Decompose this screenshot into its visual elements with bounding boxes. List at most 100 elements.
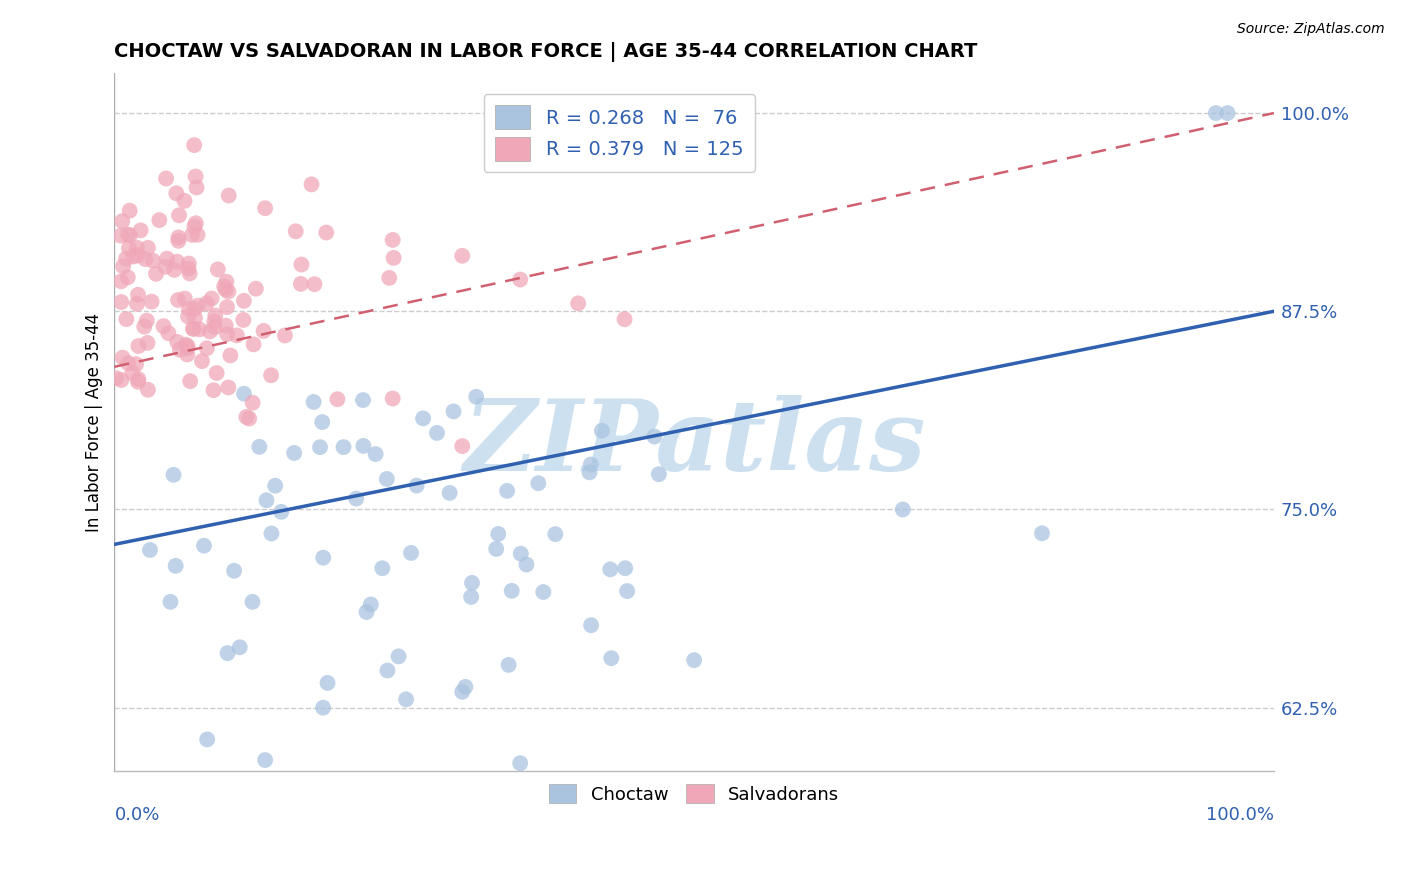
Point <box>290 258 312 272</box>
Point <box>274 328 297 343</box>
Point <box>222 564 245 578</box>
Point <box>613 312 636 326</box>
Point <box>332 440 354 454</box>
Point <box>183 219 205 234</box>
Point <box>352 393 374 408</box>
Point <box>125 241 148 255</box>
Point <box>252 324 274 338</box>
Point <box>176 347 198 361</box>
Point <box>188 322 211 336</box>
Point <box>527 476 550 491</box>
Point <box>125 357 148 371</box>
Point <box>242 396 264 410</box>
Point <box>155 171 177 186</box>
Point <box>301 178 323 192</box>
Point <box>184 310 207 325</box>
Point <box>166 334 188 349</box>
Point <box>382 251 405 265</box>
Point <box>215 300 238 314</box>
Point <box>356 605 378 619</box>
Point <box>183 322 205 336</box>
Point <box>118 228 141 243</box>
Point <box>112 260 135 274</box>
Point <box>186 180 208 194</box>
Point <box>891 502 914 516</box>
Legend: Choctaw, Salvadorans: Choctaw, Salvadorans <box>541 777 846 811</box>
Point <box>578 465 600 479</box>
Point <box>152 319 174 334</box>
Point <box>381 392 404 406</box>
Point <box>284 224 307 238</box>
Point <box>465 390 488 404</box>
Point <box>352 439 374 453</box>
Point <box>599 562 621 576</box>
Point <box>232 293 254 308</box>
Point <box>195 341 218 355</box>
Point <box>187 299 209 313</box>
Point <box>509 756 531 771</box>
Point <box>371 561 394 575</box>
Y-axis label: In Labor Force | Age 35-44: In Labor Force | Age 35-44 <box>86 313 103 532</box>
Point <box>215 318 238 333</box>
Point <box>110 373 132 387</box>
Point <box>183 301 205 316</box>
Point <box>167 230 190 244</box>
Point <box>166 254 188 268</box>
Point <box>309 440 332 454</box>
Point <box>115 252 138 266</box>
Point <box>304 277 326 292</box>
Point <box>302 395 325 409</box>
Point <box>600 651 623 665</box>
Point <box>198 325 221 339</box>
Point <box>127 248 149 262</box>
Point <box>579 458 602 472</box>
Point <box>344 491 367 506</box>
Point <box>129 223 152 237</box>
Point <box>496 483 519 498</box>
Point <box>614 561 637 575</box>
Point <box>316 676 339 690</box>
Point <box>311 415 333 429</box>
Point <box>136 241 159 255</box>
Point <box>260 526 283 541</box>
Point <box>181 322 204 336</box>
Point <box>181 227 204 242</box>
Point <box>412 411 434 425</box>
Point <box>111 214 134 228</box>
Point <box>105 371 128 385</box>
Point <box>118 241 141 255</box>
Point <box>177 256 200 270</box>
Point <box>145 267 167 281</box>
Point <box>174 337 197 351</box>
Point <box>177 261 200 276</box>
Point <box>254 201 277 215</box>
Point <box>509 272 531 286</box>
Point <box>183 138 205 153</box>
Point <box>156 252 179 266</box>
Point <box>193 539 215 553</box>
Point <box>167 208 190 222</box>
Point <box>454 680 477 694</box>
Point <box>217 285 239 299</box>
Point <box>179 267 201 281</box>
Point <box>381 233 404 247</box>
Point <box>378 271 401 285</box>
Point <box>460 590 482 604</box>
Point <box>312 700 335 714</box>
Point <box>141 294 163 309</box>
Point <box>264 479 287 493</box>
Point <box>187 227 209 242</box>
Point <box>202 314 225 328</box>
Point <box>136 383 159 397</box>
Point <box>509 547 531 561</box>
Point <box>118 203 141 218</box>
Point <box>238 411 260 425</box>
Point <box>110 295 132 310</box>
Point <box>204 320 226 334</box>
Point <box>179 374 201 388</box>
Point <box>125 297 148 311</box>
Point <box>360 598 382 612</box>
Point <box>283 446 305 460</box>
Point <box>579 618 602 632</box>
Point <box>405 478 427 492</box>
